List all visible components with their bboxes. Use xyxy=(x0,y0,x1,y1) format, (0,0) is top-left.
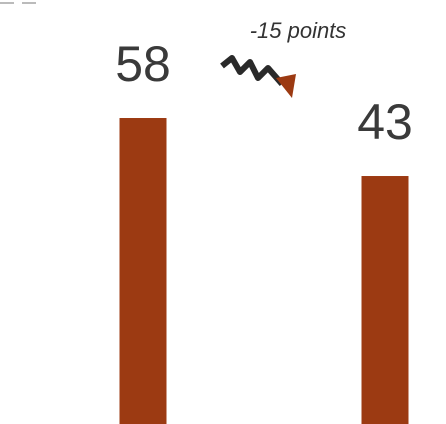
trend-arrow xyxy=(220,55,296,98)
value-label: 43 xyxy=(357,94,413,150)
bar xyxy=(119,118,167,424)
annotation: -15 points xyxy=(250,18,347,43)
value-label: 58 xyxy=(115,36,171,92)
arrow-head xyxy=(276,74,296,98)
bar xyxy=(361,176,409,424)
zigzag xyxy=(220,55,285,86)
